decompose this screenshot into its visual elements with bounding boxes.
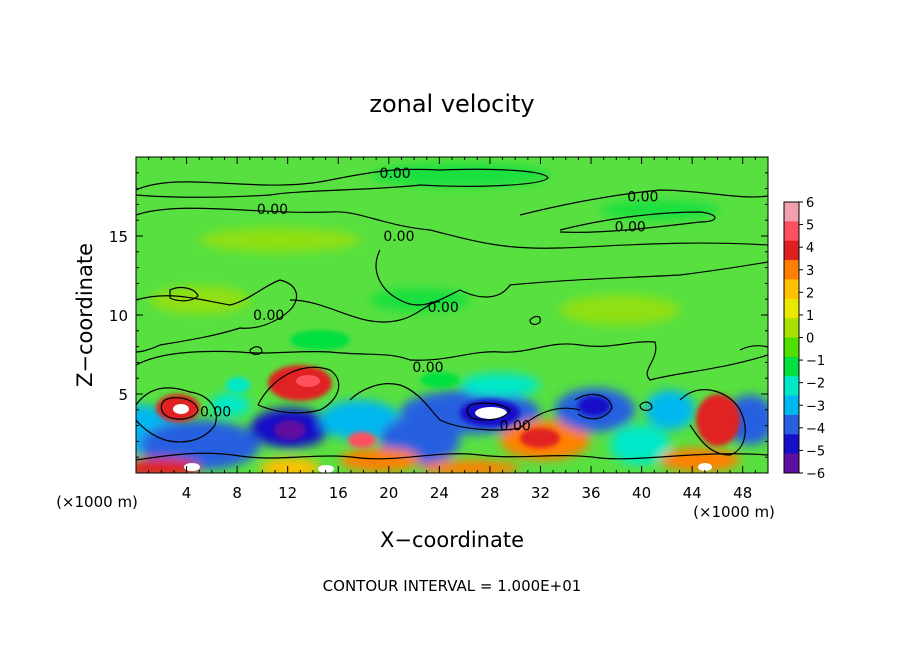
x-tick-label: 16 bbox=[329, 484, 348, 502]
peak-negative bbox=[475, 407, 507, 419]
peak-positive bbox=[296, 375, 320, 387]
contour-label: 0.00 bbox=[200, 404, 231, 420]
y-tick-label: 10 bbox=[109, 307, 128, 325]
contour-label: 0.00 bbox=[412, 360, 443, 376]
contour-lines bbox=[136, 168, 768, 461]
field-layer bbox=[136, 163, 768, 473]
colorbar-label: −1 bbox=[806, 354, 825, 369]
colorbar-label: −3 bbox=[806, 399, 825, 414]
x-unit-label-right: (×1000 m) bbox=[693, 503, 775, 521]
colorbar-swatch bbox=[784, 453, 799, 474]
y-tick-label: 5 bbox=[118, 386, 128, 404]
y-axis-label: Z−coordinate bbox=[73, 243, 97, 387]
contour-interval-text: CONTOUR INTERVAL = 1.000E+01 bbox=[323, 577, 582, 595]
colorbar-label: −6 bbox=[806, 467, 825, 482]
x-ticks: 4 8 12 16 20 24 28 32 36 40 44 48 bbox=[148, 157, 756, 502]
x-tick-label: 40 bbox=[632, 484, 651, 502]
contour-label: 0.00 bbox=[500, 419, 531, 435]
colorbar-label: 3 bbox=[806, 264, 814, 279]
colorbar-swatch bbox=[784, 279, 799, 300]
colorbar-label: −2 bbox=[806, 377, 825, 392]
x-tick-label: 24 bbox=[430, 484, 449, 502]
colorbar-label: 2 bbox=[806, 286, 814, 301]
colorbar-swatch bbox=[784, 221, 799, 242]
colorbar-label: 4 bbox=[806, 241, 814, 256]
contour-label: 0.00 bbox=[257, 202, 288, 218]
contour-labels: 0.00 0.00 0.00 0.00 0.00 0.00 0.00 0.00 0.00 0.00 bbox=[200, 166, 658, 435]
y-tick-label: 15 bbox=[109, 228, 128, 246]
x-tick-label: 12 bbox=[278, 484, 297, 502]
colorbar-label: 6 bbox=[806, 196, 814, 211]
colorbar-swatch bbox=[784, 298, 799, 319]
x-tick-label: 32 bbox=[531, 484, 550, 502]
x-unit-label-left: (×1000 m) bbox=[56, 493, 138, 511]
contour-label: 0.00 bbox=[627, 190, 658, 206]
x-tick-label: 36 bbox=[581, 484, 600, 502]
plot-area: 0.000.000.000.000.000.00 0.000.000.000.00… bbox=[109, 156, 769, 502]
x-tick-label: 20 bbox=[379, 484, 398, 502]
colorbar-swatch bbox=[784, 337, 799, 358]
colorbar: 6 5 4 3 2 1 0 −1 −2 −3 −4 −5 −6 bbox=[783, 196, 825, 482]
x-tick-label: 8 bbox=[232, 484, 242, 502]
colorbar-swatch bbox=[784, 202, 799, 222]
colorbar-label: 0 bbox=[806, 332, 814, 347]
colorbar-swatch bbox=[784, 395, 799, 416]
x-axis-label: X−coordinate bbox=[380, 528, 524, 552]
peak-negative bbox=[318, 465, 334, 473]
colorbar-swatch bbox=[784, 260, 799, 280]
colorbar-swatch bbox=[784, 434, 799, 455]
peak-positive bbox=[173, 404, 189, 414]
chart-title: zonal velocity bbox=[369, 90, 534, 118]
contour-label: 0.00 bbox=[380, 166, 411, 182]
colorbar-swatch bbox=[784, 376, 799, 397]
colorbar-swatch bbox=[784, 356, 799, 377]
x-tick-label: 28 bbox=[480, 484, 499, 502]
contour-label: 0.00 bbox=[615, 220, 646, 236]
colorbar-swatch bbox=[784, 414, 799, 435]
x-tick-label: 4 bbox=[182, 484, 192, 502]
contour-label: 0.00 bbox=[383, 229, 414, 245]
peak-negative bbox=[184, 463, 200, 471]
colorbar-label: −5 bbox=[806, 444, 825, 459]
contour-label: 0.00 bbox=[428, 300, 459, 316]
peak-negative bbox=[698, 463, 712, 471]
x-tick-label: 44 bbox=[683, 484, 702, 502]
y-ticks: 5 10 15 bbox=[109, 172, 768, 458]
colorbar-swatch bbox=[784, 240, 799, 261]
colorbar-swatch bbox=[784, 318, 799, 338]
contour-label: 0.00 bbox=[253, 308, 284, 324]
x-tick-label: 48 bbox=[733, 484, 752, 502]
colorbar-label: 1 bbox=[806, 309, 814, 324]
colorbar-label: 5 bbox=[806, 219, 814, 234]
colorbar-label: −4 bbox=[806, 422, 825, 437]
